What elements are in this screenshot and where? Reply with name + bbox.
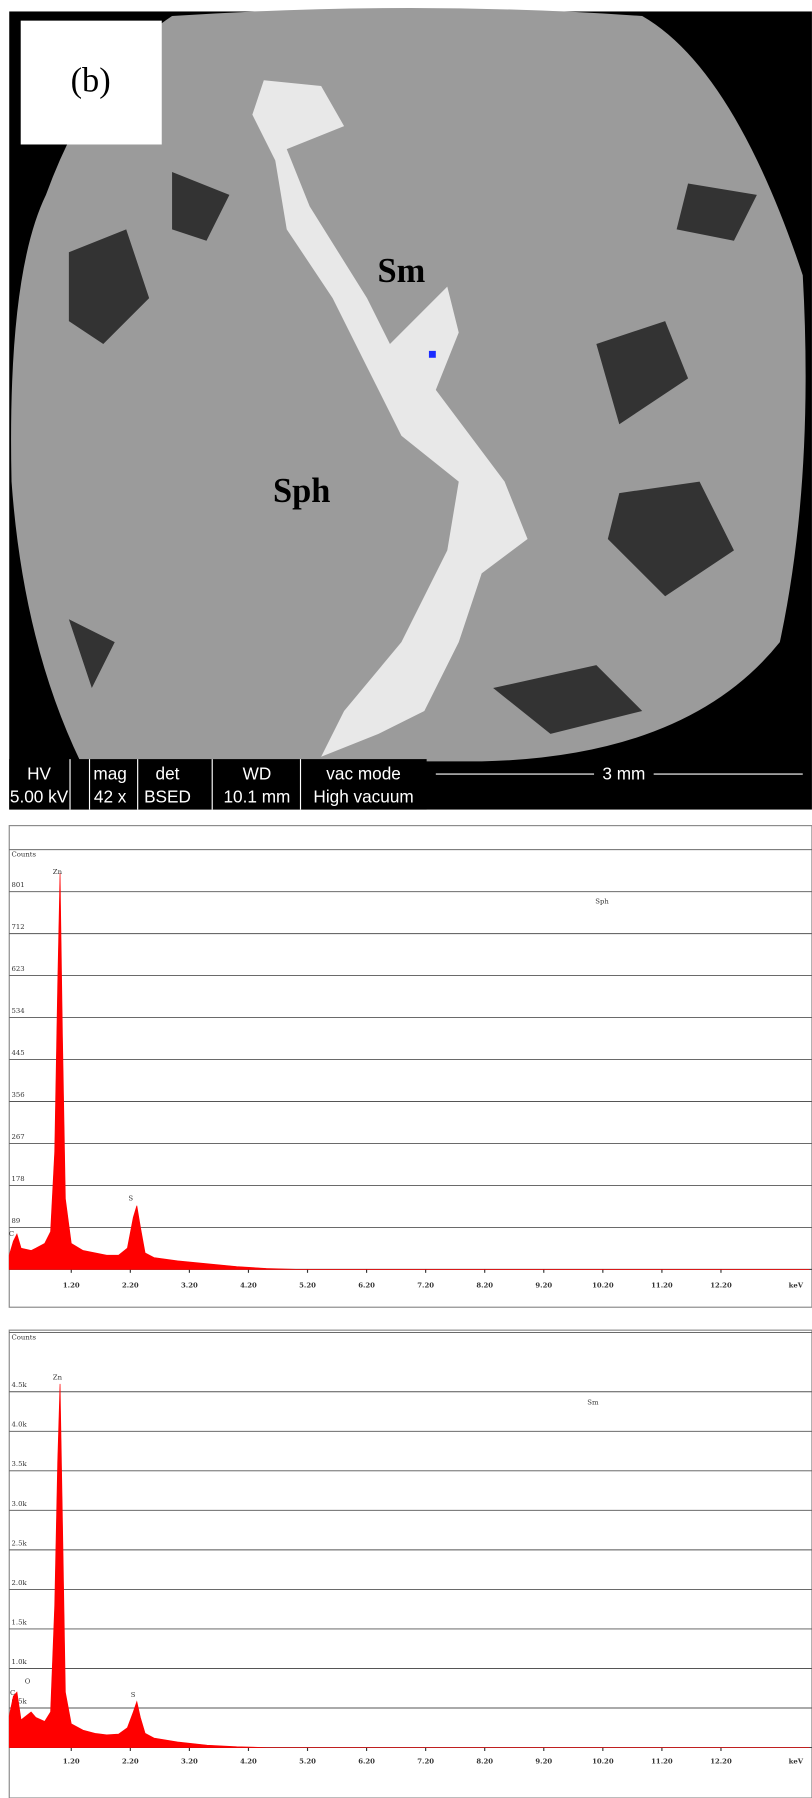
- y-tick-label: 801: [12, 881, 25, 889]
- y-tick-label: 3.0k: [12, 1500, 28, 1508]
- x-tick-label: 6.20: [358, 1282, 375, 1290]
- panel-label-box: [20, 20, 162, 145]
- info-divider: [69, 759, 302, 810]
- y-tick-label: 712: [12, 923, 25, 931]
- peak-label: S: [131, 1691, 136, 1699]
- y-tick-label: 267: [12, 1133, 25, 1141]
- chart-title: Sph: [595, 898, 609, 906]
- spectrum: [8, 1383, 810, 1748]
- x-tick-label: 6.20: [358, 1758, 375, 1766]
- x-tick-label: 2.20: [122, 1282, 139, 1290]
- x-tick-label: 1.20: [63, 1758, 80, 1766]
- sem-image: (b) Sm Sph HV mag det WD vac mode 5.00 k…: [9, 8, 812, 810]
- y-tick-label: 89: [12, 1217, 21, 1225]
- scale-label-bg: [594, 761, 654, 785]
- x-tick-label: 9.20: [535, 1282, 552, 1290]
- x-tick-label: 11.20: [651, 1758, 673, 1766]
- dark-patch: [68, 172, 757, 734]
- y-tick-label: 178: [12, 1175, 25, 1183]
- y-tick-label: 2.0k: [12, 1579, 28, 1587]
- x-tick-label: 12.20: [710, 1282, 732, 1290]
- region-label: Sm: [378, 252, 426, 290]
- y-tick-label: 445: [12, 1049, 25, 1057]
- x-tick-label: 10.20: [592, 1758, 614, 1766]
- x-tick-label: 4.20: [240, 1758, 257, 1766]
- info-value: 5.00 kV: [10, 787, 69, 807]
- x-tick-label: 1.20: [63, 1282, 80, 1290]
- peak-label: Zn: [53, 868, 63, 876]
- x-tick-label: 8.20: [476, 1758, 493, 1766]
- y-axis-label: Counts: [12, 1333, 37, 1341]
- y-tick-label: 1.0k: [12, 1658, 28, 1666]
- x-tick-label: 5.20: [299, 1282, 316, 1290]
- x-tick-label: 7.20: [417, 1282, 434, 1290]
- info-header: WD: [243, 764, 272, 784]
- y-tick-label: 4.5k: [12, 1381, 28, 1389]
- info-value: High vacuum: [313, 787, 413, 807]
- x-tick-label: 11.20: [651, 1282, 673, 1290]
- scale-label: 3 mm: [602, 764, 645, 784]
- peak-label: O: [25, 1677, 31, 1685]
- region-label: Sph: [273, 472, 330, 510]
- y-tick-label: 623: [12, 965, 25, 973]
- y-tick-label: 356: [12, 1091, 25, 1099]
- peak-label: C: [9, 1230, 14, 1238]
- x-tick-label: 5.20: [299, 1758, 316, 1766]
- peak-label: C: [10, 1689, 15, 1697]
- info-header: HV: [27, 764, 51, 784]
- x-tick-label: 12.20: [710, 1758, 732, 1766]
- y-axis-label: Counts: [12, 851, 37, 859]
- info-header: det: [156, 764, 180, 784]
- peak-label: Zn: [53, 1373, 63, 1381]
- x-tick-label: 10.20: [592, 1282, 614, 1290]
- x-tick-label: 8.20: [476, 1282, 493, 1290]
- info-value: 42 x: [94, 787, 127, 807]
- vein: [252, 80, 528, 757]
- x-tick-label: 3.20: [181, 1758, 198, 1766]
- info-bar-bg: [9, 759, 427, 810]
- x-tick-label: 4.20: [240, 1282, 257, 1290]
- x-tick-label: 7.20: [417, 1758, 434, 1766]
- spectrum: [8, 873, 810, 1270]
- info-value: 10.1 mm: [223, 787, 290, 807]
- y-tick-label: 2.5k: [12, 1539, 28, 1547]
- info-value: BSED: [144, 787, 191, 807]
- y-tick-label: 3.5k: [12, 1460, 28, 1468]
- y-tick-label: 1.5k: [12, 1618, 28, 1626]
- info-header: mag: [93, 764, 126, 784]
- spot-marker: [428, 350, 436, 358]
- x-tick-label: 3.20: [181, 1282, 198, 1290]
- panel-label: (b): [71, 62, 111, 100]
- x-tick-label: 9.20: [535, 1758, 552, 1766]
- info-bar: HV mag det WD vac mode 5.00 kV 42 x BSED…: [9, 759, 803, 810]
- y-tick-label: 0.5k: [12, 1697, 28, 1705]
- x-axis-label: keV: [789, 1282, 804, 1290]
- x-tick-label: 2.20: [122, 1758, 139, 1766]
- y-tick-label: 4.0k: [12, 1421, 28, 1429]
- spectra: Counts 89 178 267 356 445 534 623 712 801 1.20 2.20…: [8, 825, 812, 1798]
- y-tick-label: 534: [12, 1007, 26, 1015]
- x-axis-label: keV: [789, 1758, 804, 1766]
- chart-title: Sm: [587, 1399, 599, 1407]
- info-header: vac mode: [326, 764, 401, 784]
- peak-label: S: [128, 1195, 133, 1203]
